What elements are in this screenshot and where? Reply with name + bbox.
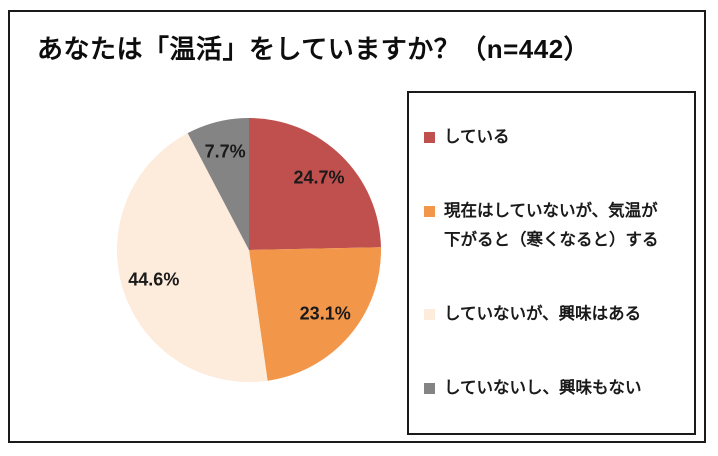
pie-slice-label-1: 23.1% <box>300 304 351 324</box>
legend-swatch-icon <box>424 132 435 144</box>
legend-swatch-icon <box>424 206 435 218</box>
chart-title: あなたは「温活」をしていますか？（n=442） <box>37 34 591 64</box>
legend-label: していないが、興味はある <box>444 304 642 323</box>
legend-swatch-icon <box>424 308 435 320</box>
pie-chart: 24.7% 23.1% 44.6% 7.7% <box>116 118 381 383</box>
legend-label: している <box>444 128 510 147</box>
legend: している現在はしていないが、気温が 下がると（寒くなると）するしていないが、興味… <box>407 91 696 435</box>
chart-frame: あなたは「温活」をしていますか？（n=442） 24.7% 23.1% 44.6% 7… <box>8 10 706 443</box>
legend-swatch-icon <box>424 382 435 394</box>
pie-slice-label-0: 24.7% <box>293 167 344 187</box>
legend-item-0: している <box>424 123 686 152</box>
pie-slice-3 <box>187 118 249 250</box>
pie-slice-label-3: 7.7% <box>205 142 246 162</box>
pie-slice-label-2: 44.6% <box>128 269 179 289</box>
legend-item-3: していないし、興味もない <box>424 374 686 403</box>
legend-label: 現在はしていないが、気温が 下がると（寒くなると）する <box>444 202 659 250</box>
legend-item-2: していないが、興味はある <box>424 300 686 329</box>
legend-item-1: 現在はしていないが、気温が 下がると（寒くなると）する <box>424 197 686 255</box>
legend-label: していないし、興味もない <box>444 378 642 397</box>
pie-slice-0 <box>249 118 381 250</box>
pie-slice-1 <box>249 247 381 381</box>
pie-slice-2 <box>116 133 268 383</box>
